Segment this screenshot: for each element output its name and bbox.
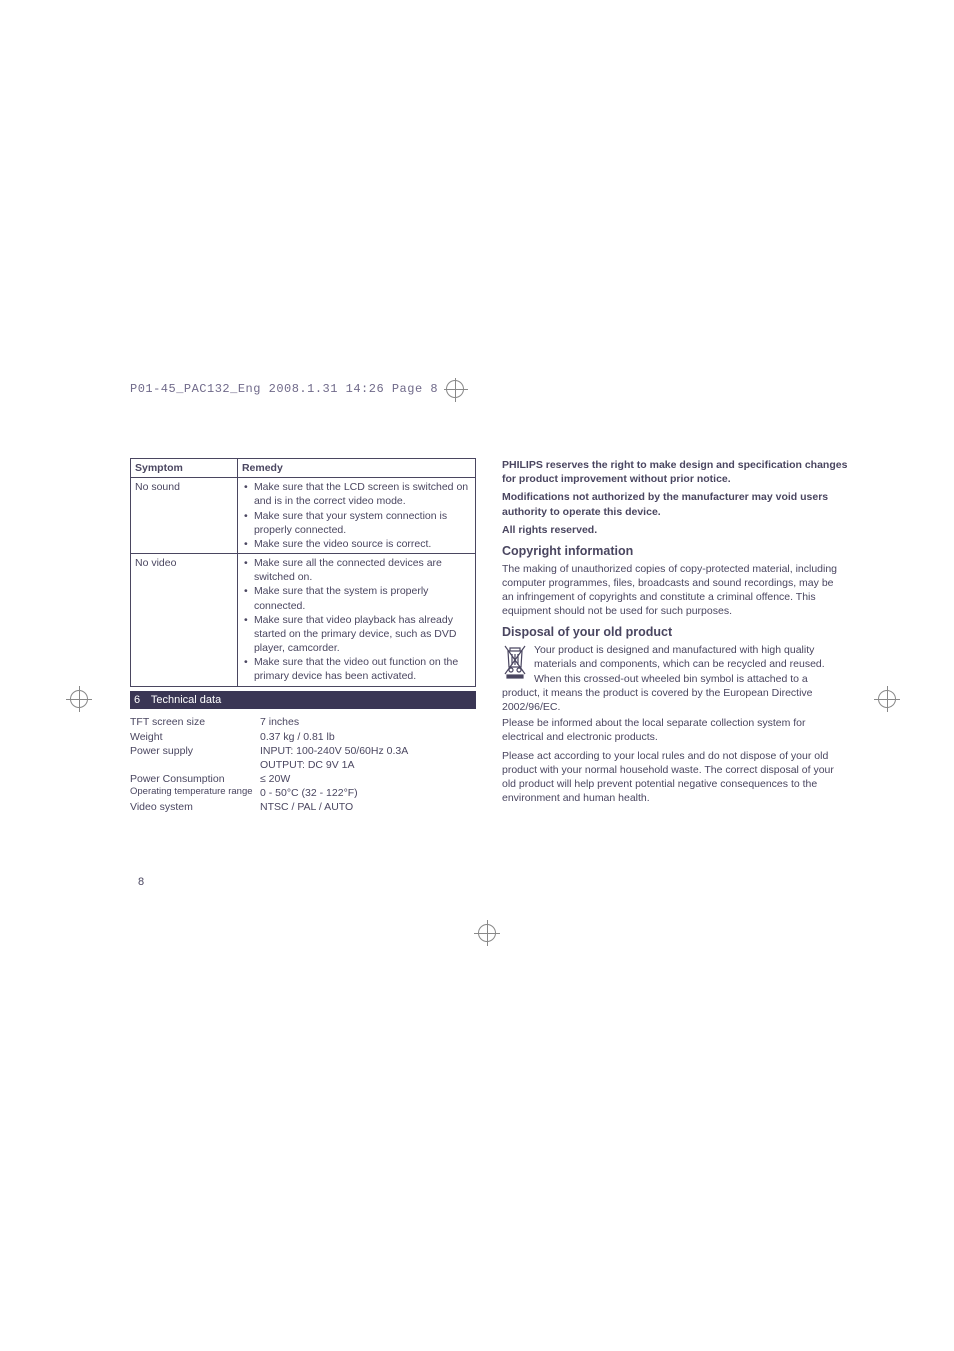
spec-value: 0 - 50°C (32 - 122°F) bbox=[260, 786, 476, 800]
remedy-cell: Make sure all the connected devices are … bbox=[237, 554, 475, 687]
disposal-p1: Your product is designed and manufacture… bbox=[534, 644, 825, 670]
section-title: Technical data bbox=[151, 694, 221, 706]
table-row: No soundMake sure that the LCD screen is… bbox=[131, 478, 476, 554]
spec-label: TFT screen size bbox=[130, 715, 260, 729]
spec-value: OUTPUT: DC 9V 1A bbox=[260, 758, 476, 772]
th-remedy: Remedy bbox=[237, 459, 475, 478]
weee-bin-icon bbox=[502, 643, 528, 679]
section-heading-bar: 6 Technical data bbox=[130, 691, 476, 710]
spec-label: Video system bbox=[130, 800, 260, 814]
remedy-cell: Make sure that the LCD screen is switche… bbox=[237, 478, 475, 554]
copyright-body: The making of unauthorized copies of cop… bbox=[502, 562, 848, 619]
registration-mark-right-icon bbox=[878, 690, 898, 710]
remedy-item: Make sure that video playback has alread… bbox=[242, 613, 471, 656]
notice-line: PHILIPS reserves the right to make desig… bbox=[502, 458, 848, 486]
spec-row: TFT screen size7 inches bbox=[130, 715, 476, 729]
spec-row: Video systemNTSC / PAL / AUTO bbox=[130, 800, 476, 814]
remedy-item: Make sure that your system connection is… bbox=[242, 509, 471, 537]
crop-mark-icon bbox=[446, 380, 464, 398]
spec-value: INPUT: 100-240V 50/60Hz 0.3A bbox=[260, 744, 476, 758]
spec-label: Weight bbox=[130, 730, 260, 744]
specs-list: TFT screen size7 inchesWeight0.37 kg / 0… bbox=[130, 715, 476, 814]
spec-value: ≤ 20W bbox=[260, 772, 476, 786]
copyright-heading: Copyright information bbox=[502, 543, 848, 560]
spec-value: 0.37 kg / 0.81 lb bbox=[260, 730, 476, 744]
notice-line: Modifications not authorized by the manu… bbox=[502, 490, 848, 518]
disposal-heading: Disposal of your old product bbox=[502, 624, 848, 641]
spec-label: Power Consumption bbox=[130, 772, 260, 786]
spec-value: NTSC / PAL / AUTO bbox=[260, 800, 476, 814]
spec-value: 7 inches bbox=[260, 715, 476, 729]
troubleshooting-table: Symptom Remedy No soundMake sure that th… bbox=[130, 458, 476, 687]
spec-label bbox=[130, 758, 260, 772]
left-column: Symptom Remedy No soundMake sure that th… bbox=[130, 458, 476, 815]
print-header: P01-45_PAC132_Eng 2008.1.31 14:26 Page 8 bbox=[130, 380, 464, 398]
spec-label: Power supply bbox=[130, 744, 260, 758]
symptom-cell: No sound bbox=[131, 478, 238, 554]
disposal-p3: Please be informed about the local separ… bbox=[502, 716, 848, 744]
remedy-item: Make sure that the system is properly co… bbox=[242, 584, 471, 612]
th-symptom: Symptom bbox=[131, 459, 238, 478]
spec-row: Power Consumption≤ 20W bbox=[130, 772, 476, 786]
spec-row: Power supplyINPUT: 100-240V 50/60Hz 0.3A bbox=[130, 744, 476, 758]
symptom-cell: No video bbox=[131, 554, 238, 687]
table-header-row: Symptom Remedy bbox=[131, 459, 476, 478]
print-header-text: P01-45_PAC132_Eng 2008.1.31 14:26 Page 8 bbox=[130, 382, 438, 396]
spec-row: Weight0.37 kg / 0.81 lb bbox=[130, 730, 476, 744]
remedy-item: Make sure the video source is correct. bbox=[242, 537, 471, 551]
spec-row: Operating temperature range0 - 50°C (32 … bbox=[130, 786, 476, 800]
right-column: PHILIPS reserves the right to make desig… bbox=[502, 458, 848, 815]
disposal-p4: Please act according to your local rules… bbox=[502, 749, 848, 806]
table-row: No videoMake sure all the connected devi… bbox=[131, 554, 476, 687]
notice-line: All rights reserved. bbox=[502, 523, 848, 537]
content-columns: Symptom Remedy No soundMake sure that th… bbox=[130, 458, 848, 815]
remedy-item: Make sure that the LCD screen is switche… bbox=[242, 480, 471, 508]
disposal-p2: When this crossed-out wheeled bin symbol… bbox=[502, 673, 813, 713]
registration-mark-left-icon bbox=[70, 690, 90, 710]
remedy-item: Make sure all the connected devices are … bbox=[242, 556, 471, 584]
spec-label: Operating temperature range bbox=[130, 786, 260, 800]
registration-mark-bottom-icon bbox=[478, 924, 498, 944]
remedy-item: Make sure that the video out function on… bbox=[242, 655, 471, 683]
spec-row: OUTPUT: DC 9V 1A bbox=[130, 758, 476, 772]
page-number: 8 bbox=[138, 876, 144, 888]
section-number: 6 bbox=[134, 693, 148, 708]
